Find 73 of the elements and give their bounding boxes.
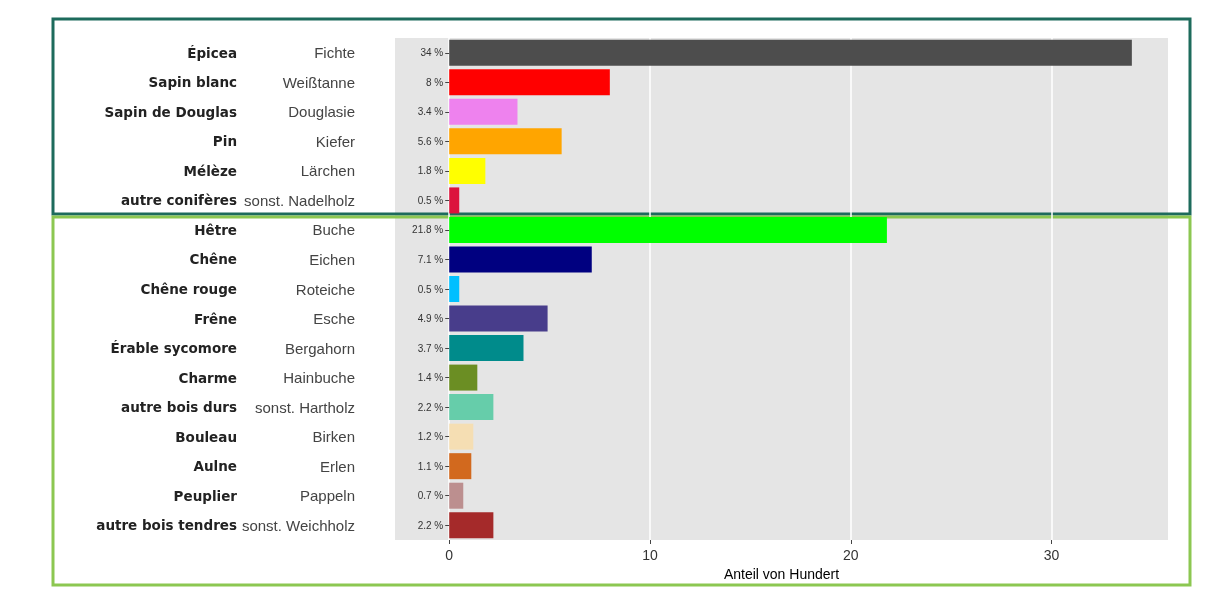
y-tick-label: Hainbuche [283, 369, 355, 387]
y2-tick-label: Érable sycomore [110, 340, 237, 357]
bar [449, 423, 474, 450]
y-tick-label: Bergahorn [284, 339, 355, 357]
bar [449, 364, 478, 391]
y-tick-label: sonst. Hartholz [254, 398, 355, 416]
bar [449, 128, 562, 155]
y2-tick-label: Sapin blanc [148, 74, 237, 91]
data-label: 0.5 % [417, 194, 444, 206]
bar [449, 69, 610, 96]
data-label: 21.8 % [412, 224, 444, 236]
x-axis-title: Anteil von Hundert [723, 565, 840, 582]
y-tick-label: Kiefer [315, 132, 355, 150]
y2-tick-label: Charme [178, 369, 237, 386]
data-label: 5.6 % [417, 135, 444, 147]
data-label: 0.7 % [417, 490, 444, 502]
data-label: 4.9 % [417, 313, 444, 325]
data-label: 7.1 % [417, 253, 444, 265]
y2-tick-label: Aulne [193, 458, 237, 475]
x-tick-label: 10 [642, 547, 658, 563]
y-tick-label: Fichte [314, 44, 355, 62]
y2-tick-label: Sapin de Douglas [104, 103, 237, 120]
data-label: 1.4 % [417, 372, 444, 384]
y2-tick-label: Pin [212, 133, 237, 150]
data-label: 2.2 % [417, 401, 444, 413]
data-label: 1.8 % [417, 165, 444, 177]
y2-tick-label: Bouleau [175, 428, 237, 445]
data-label: 0.5 % [417, 283, 444, 295]
y-tick-label: Erlen [319, 457, 355, 475]
y2-tick-label: Peuplier [173, 487, 238, 504]
x-tick-label: 20 [842, 547, 859, 563]
bar [449, 453, 472, 480]
bar [449, 335, 524, 362]
data-label: 1.2 % [417, 431, 444, 443]
y-tick-label: Lärchen [300, 162, 355, 180]
y2-tick-label: Chêne rouge [140, 281, 237, 297]
y2-tick-label: autre conifères [120, 192, 237, 209]
bar [449, 98, 518, 125]
x-tick-label: 30 [1043, 547, 1060, 563]
bar [449, 512, 494, 539]
y2-tick-label: Frêne [194, 310, 237, 327]
y-tick-label: Buche [312, 221, 355, 239]
bar [449, 246, 592, 273]
data-label: 34 % [420, 47, 444, 59]
bar [449, 482, 464, 509]
x-tick-label: 0 [445, 547, 454, 563]
y-tick-label: Esche [313, 310, 355, 328]
bar [449, 39, 1132, 66]
y-tick-label: Weißtanne [282, 73, 355, 91]
y-tick-label: sonst. Weichholz [241, 516, 355, 534]
bar [449, 394, 494, 421]
y2-tick-label: Chêne [189, 251, 237, 268]
bar [449, 276, 460, 302]
data-label: 3.4 % [417, 106, 444, 118]
y2-tick-label: autre bois tendres [96, 517, 237, 534]
y-tick-label: Douglasie [288, 103, 355, 121]
bar [449, 216, 887, 243]
data-label: 3.7 % [417, 342, 444, 354]
bar [449, 157, 486, 184]
data-label: 8 % [425, 76, 444, 88]
data-label: 2.2 % [417, 519, 444, 531]
y2-tick-label: Hêtre [194, 221, 237, 238]
y-tick-label: Pappeln [299, 487, 355, 505]
bar [449, 305, 548, 332]
y-tick-label: sonst. Nadelholz [244, 191, 355, 209]
y-tick-label: Birken [312, 428, 355, 446]
y-tick-label: Eichen [309, 250, 355, 268]
y2-tick-label: Mélèze [183, 162, 237, 179]
bar [449, 187, 460, 214]
y2-tick-label: Épicea [187, 44, 237, 61]
data-label: 1.1 % [417, 460, 444, 472]
y2-tick-label: autre bois durs [121, 399, 237, 416]
y-tick-label: Roteiche [295, 280, 355, 298]
